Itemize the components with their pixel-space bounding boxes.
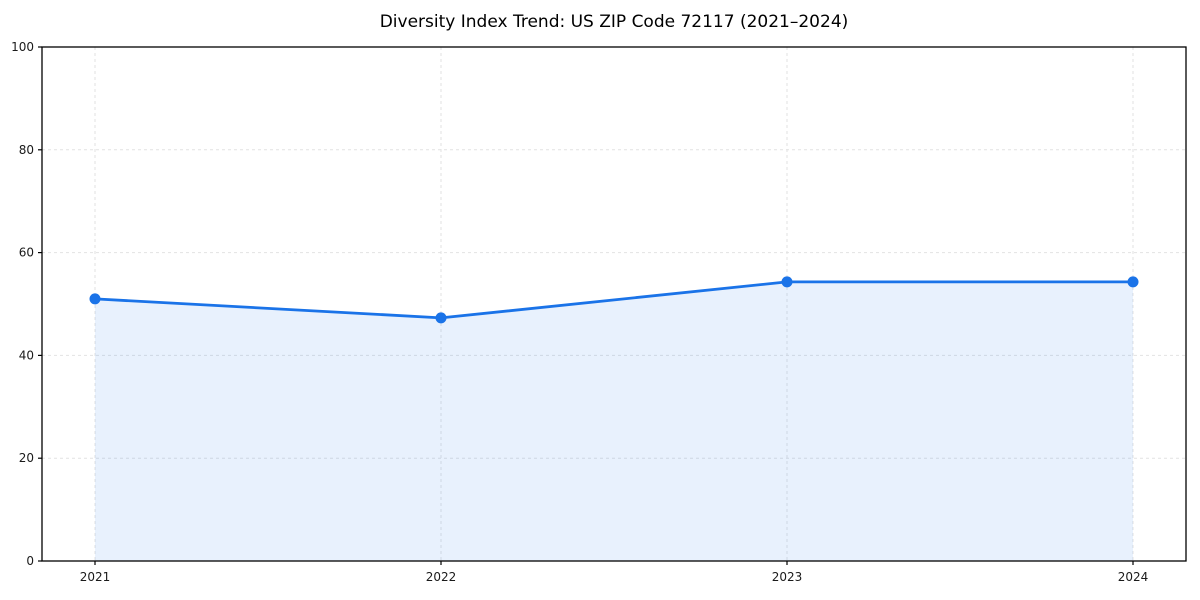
trend-line bbox=[93, 280, 1135, 320]
plot-background bbox=[42, 47, 1186, 561]
x-tick-label: 2023 bbox=[772, 570, 803, 584]
x-tick-label: 2022 bbox=[426, 570, 457, 584]
x-tick-label: 2024 bbox=[1118, 570, 1149, 584]
chart-title: Diversity Index Trend: US ZIP Code 72117… bbox=[379, 12, 849, 32]
data-point-2021 bbox=[89, 293, 101, 305]
y-tick-label: 0 bbox=[26, 554, 34, 568]
area-fill bbox=[95, 281, 1133, 561]
y-tick-label: 20 bbox=[19, 451, 34, 465]
y-tick-label: 100 bbox=[11, 40, 34, 54]
y-tick-label: 80 bbox=[19, 143, 34, 157]
y-tick-label: 40 bbox=[19, 348, 34, 362]
data-point-2024 bbox=[1127, 276, 1139, 288]
data-point-2022 bbox=[435, 312, 447, 324]
data-point-2023 bbox=[781, 276, 793, 288]
plot-border bbox=[41, 46, 1187, 562]
y-tick-label: 60 bbox=[19, 246, 34, 260]
x-tick-label: 2021 bbox=[80, 570, 111, 584]
